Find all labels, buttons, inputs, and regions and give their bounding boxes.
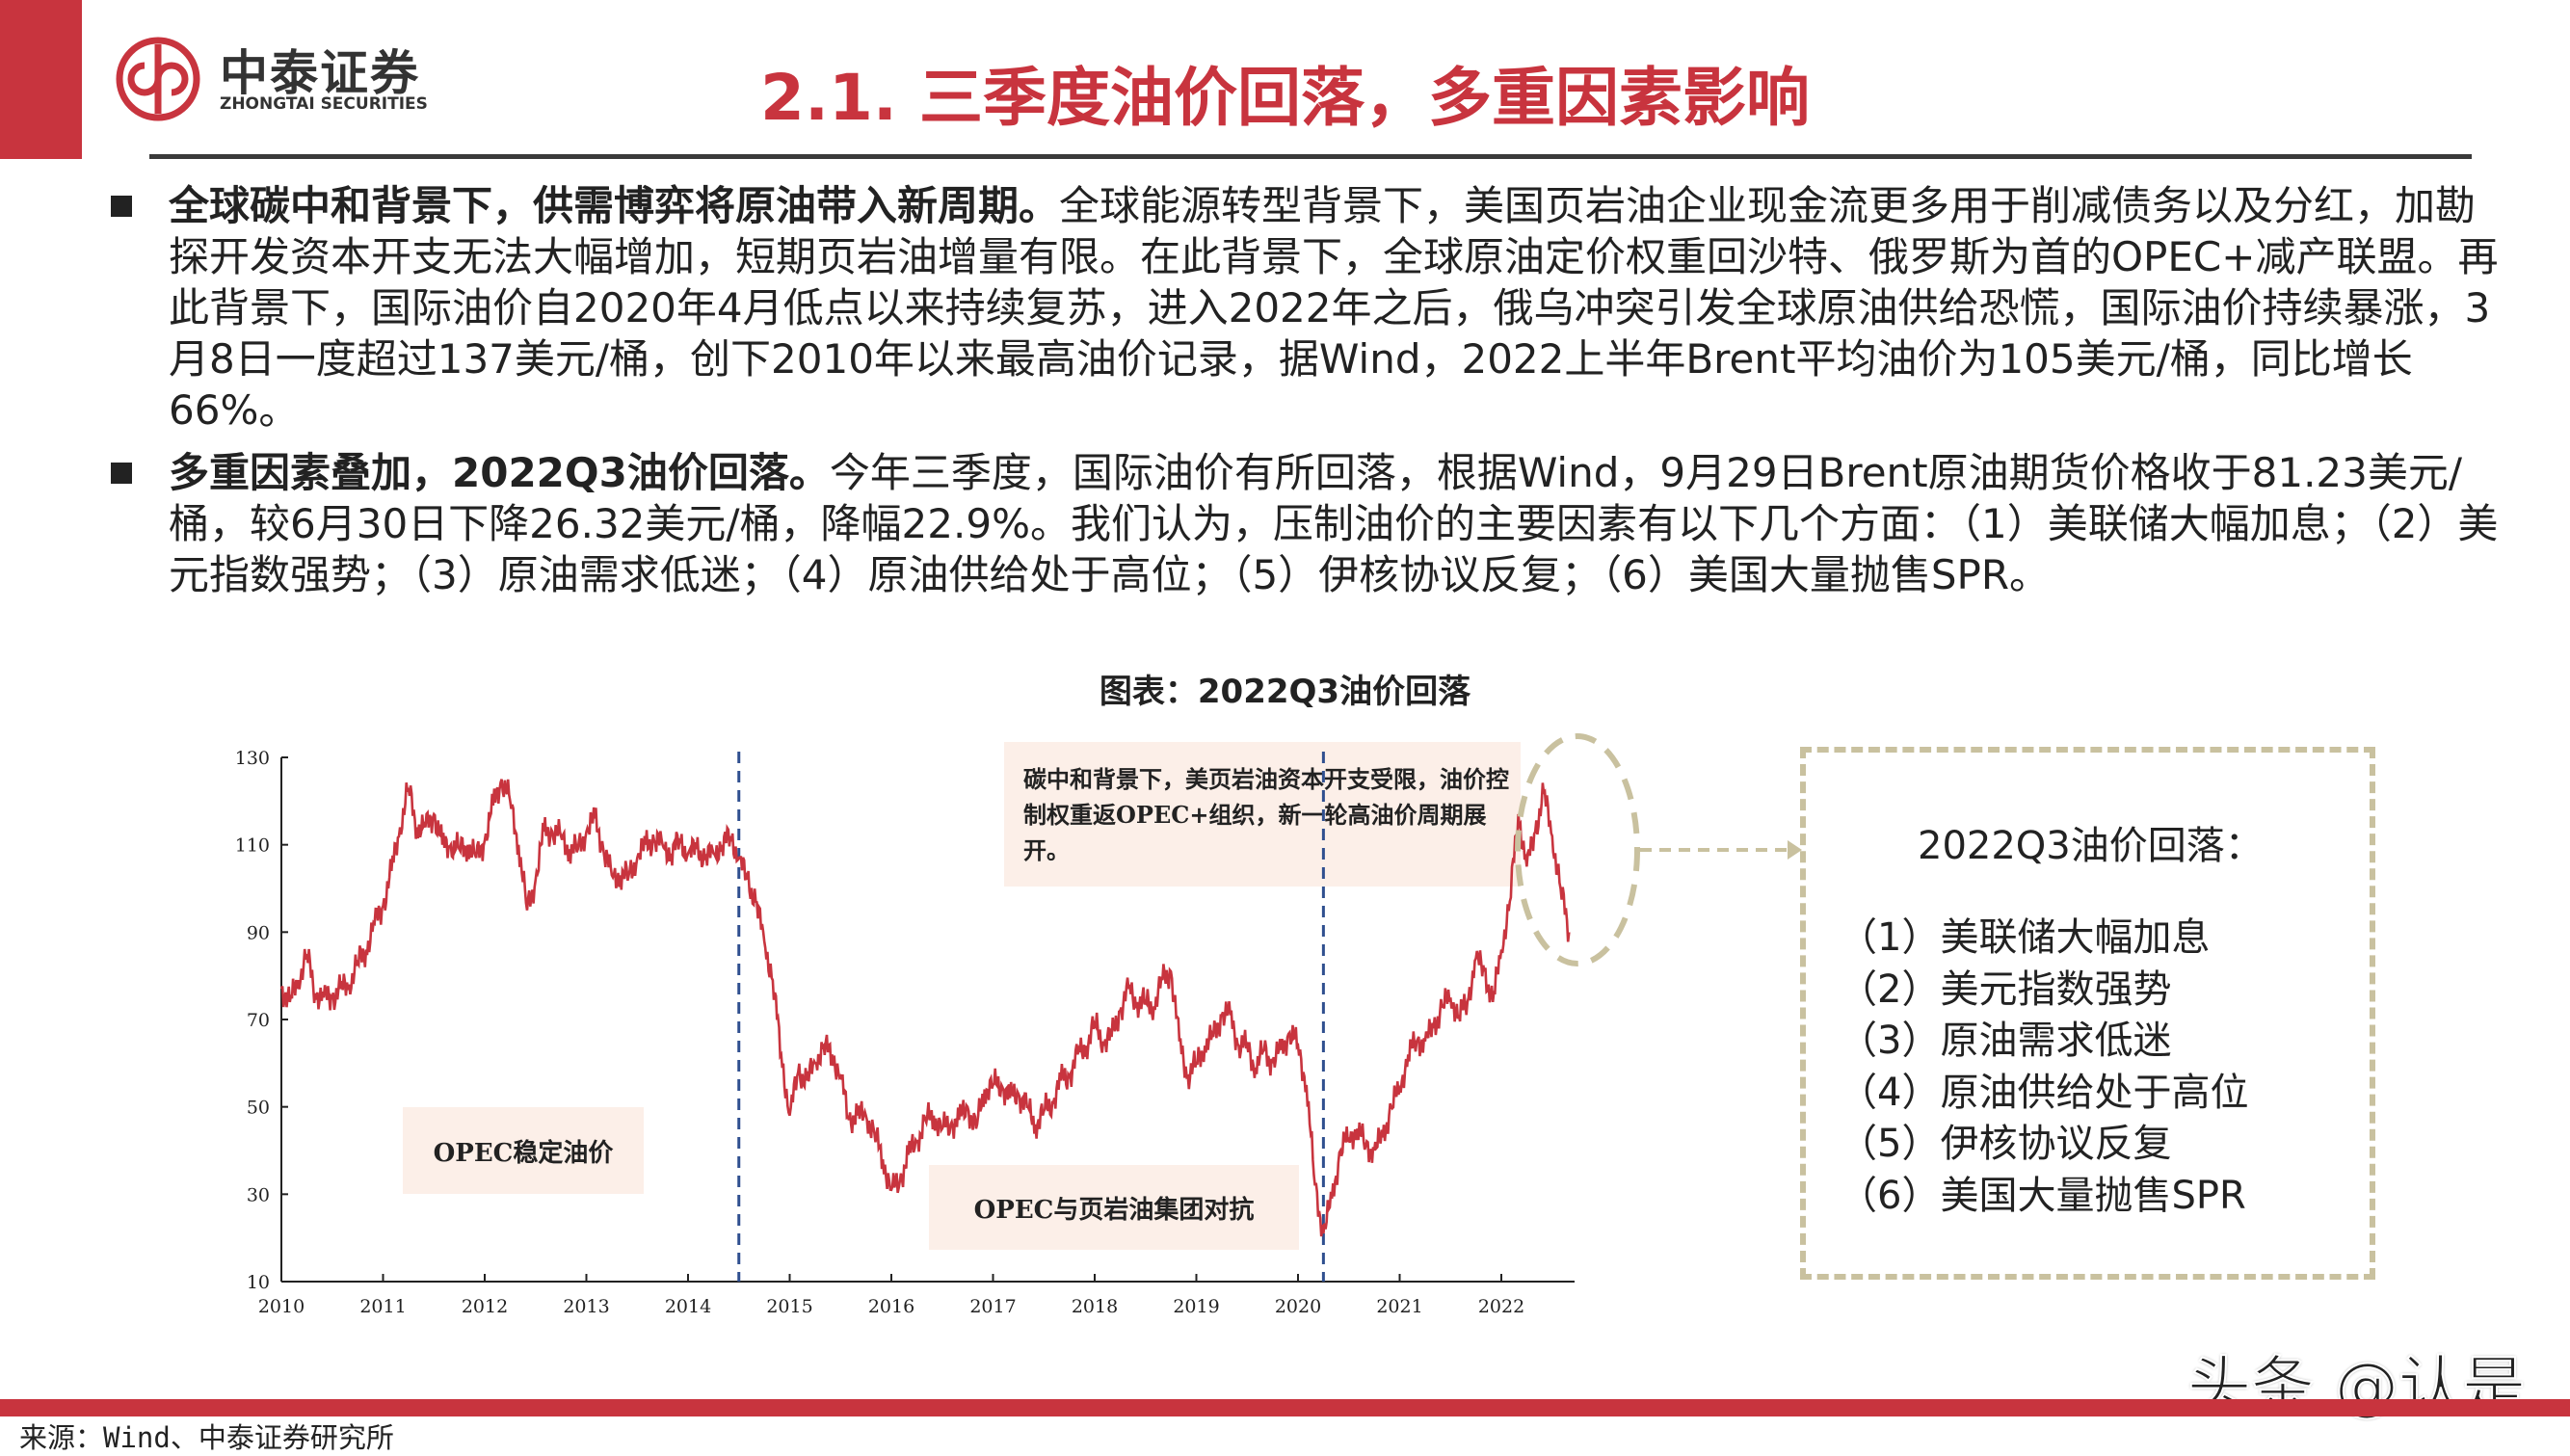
page-title: 2.1. 三季度油价回落，多重因素影响 [760,61,1810,135]
y-tick-label: 110 [235,835,270,857]
q3-highlight-ellipse [1515,733,1640,966]
x-tick-label: 2012 [462,1296,508,1317]
footer-bar [0,1399,2570,1416]
y-tick-label: 70 [247,1010,270,1031]
q3-factor-list: （1）美联储大幅加息 （2）美元指数强势 （3）原油需求低迷 （4）原油供给处于… [1839,913,2248,1222]
logo-emblem-icon [116,37,200,121]
bullet-paragraph-2: 多重因素叠加，2022Q3油价回落。今年三季度，国际油价有所回落，根据Wind，… [169,447,2501,600]
x-tick-label: 2018 [1072,1296,1118,1317]
brent-price-line [279,779,1571,1237]
list-item: （2）美元指数强势 [1839,966,2172,1012]
x-tick-label: 2013 [563,1296,609,1317]
x-tick-label: 2021 [1376,1296,1422,1317]
logo-text-en: ZHONGTAI SECURITIES [220,94,428,114]
list-item: （1）美联储大幅加息 [1839,915,2211,960]
x-tick-label: 2019 [1173,1296,1219,1317]
paragraph-lead: 全球碳中和背景下，供需博弈将原油带入新周期。 [169,182,1060,229]
list-item: （6）美国大量抛售SPR [1839,1173,2246,1218]
q3-factors-box [1800,747,2375,1280]
bullet-paragraph-1: 全球碳中和背景下，供需博弈将原油带入新周期。全球能源转型背景下，美国页岩油企业现… [169,180,2501,436]
source-note: 来源：Wind、中泰证券研究所 [19,1421,394,1454]
chart-title: 图表：2022Q3油价回落 [1099,673,1471,711]
oil-price-chart: 10 30 50 70 90 110 130 2010 2011 2012 2013 2014 2015… [235,733,1802,1317]
x-tick-label: 2017 [969,1296,1016,1317]
list-item: （4）原油供给处于高位 [1839,1070,2249,1115]
paragraph-lead: 多重因素叠加，2022Q3油价回落。 [169,449,830,496]
q3-box-title: 2022Q3油价回落： [1918,824,2264,868]
x-tick-label: 2011 [359,1296,406,1317]
x-tick-label: 2020 [1275,1296,1321,1317]
annotation-opec-stable: OPEC稳定油价 [403,1107,644,1194]
paragraph-body: 今年三季度，国际油价有所回落，根据Wind，9月29日Brent原油期货价格收于… [169,449,2499,598]
list-item: （3）原油需求低迷 [1839,1019,2172,1063]
bullet-marker [111,196,132,217]
company-logo: 中泰证券 ZHONGTAI SECURITIES [114,35,461,121]
bullet-marker [111,463,132,484]
x-tick-label: 2015 [766,1296,812,1317]
y-tick-label: 50 [247,1098,270,1119]
paragraph-body: 全球能源转型背景下，美国页岩油企业现金流更多用于削减债务以及分红，加勘探开发资本… [169,182,2499,434]
title-divider [149,154,2472,159]
x-tick-label: 2022 [1478,1296,1524,1317]
x-tick-label: 2014 [665,1296,711,1317]
arrow-head-icon [1788,840,1802,860]
annotation-opec-vs-shale: OPEC与页岩油集团对抗 [929,1165,1299,1250]
x-tick-label: 2010 [258,1296,305,1317]
x-tick-label: 2016 [868,1296,914,1317]
y-tick-label: 30 [247,1184,270,1205]
list-item: （5）伊核协议反复 [1839,1122,2172,1166]
y-tick-label: 130 [235,748,270,769]
y-tick-label: 90 [247,922,270,943]
left-accent-bar [0,0,82,159]
logo-text-cn: 中泰证券 [220,45,420,101]
y-tick-label: 10 [247,1272,270,1293]
annotation-new-cycle: 碳中和背景下，美页岩油资本开支受限，油价控制权重返OPEC+组织，新一轮高油价周… [1004,742,1521,887]
